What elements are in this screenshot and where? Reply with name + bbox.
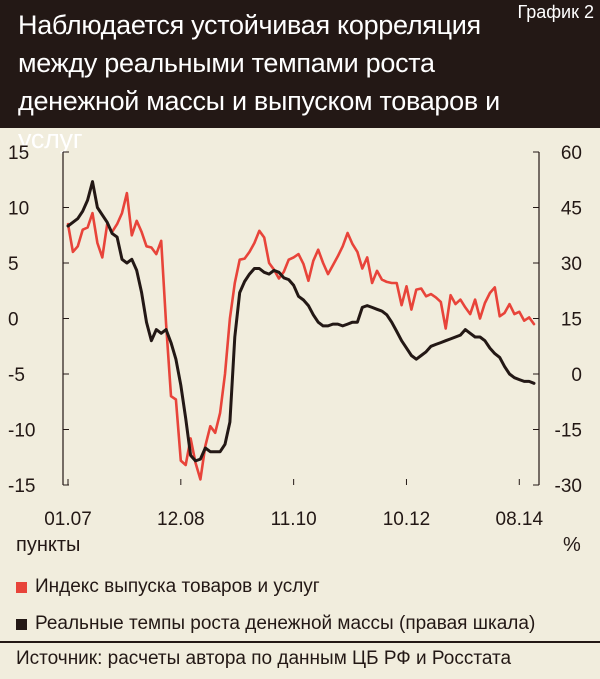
left-tick-label: -10 (8, 421, 35, 442)
legend-label: Реальные темпы роста денежной массы (пра… (35, 613, 536, 634)
source-note: Источник: расчеты автора по данным ЦБ РФ… (16, 648, 512, 669)
right-tick-label: 60 (561, 143, 582, 164)
left-tick-label: 10 (8, 199, 29, 220)
legend-swatch-black (16, 618, 27, 630)
left-tick-label: -15 (8, 476, 35, 497)
source-divider (0, 641, 600, 643)
right-tick-label: -30 (555, 476, 582, 497)
line-chart: 15 10 5 0 -5 -10 -15 60 45 30 15 0 -15 -30 01.07 12.0… (8, 143, 582, 530)
legend-swatch-red (16, 581, 27, 593)
chart-title: Наблюдается устойчивая корреляция между … (18, 10, 500, 154)
chart-header: Наблюдается устойчивая корреляция между … (0, 0, 600, 154)
left-axis-unit: пункты (16, 534, 81, 556)
legend-label: Индекс выпуска товаров и услуг (35, 576, 320, 597)
legend-item-money-growth: Реальные темпы роста денежной массы (пра… (16, 613, 535, 635)
left-tick-label: 0 (8, 310, 19, 331)
series-line-money-growth (66, 180, 536, 463)
chart-number-label: График 2 (517, 2, 594, 22)
left-tick-label: 5 (8, 254, 19, 275)
right-tick-label: 30 (561, 254, 582, 275)
left-axis-ticks: 15 10 5 0 -5 -10 -15 (8, 143, 69, 497)
legend-item-output-index: Индекс выпуска товаров и услуг (16, 576, 320, 598)
series-line-output-index (66, 191, 536, 481)
series-layer (66, 180, 536, 481)
right-axis-unit: % (563, 534, 581, 556)
x-tick-label: 01.07 (44, 509, 92, 530)
right-tick-label: 45 (561, 199, 582, 220)
right-axis-ticks: 60 45 30 15 0 -15 -30 (533, 143, 582, 497)
plot-frame (62, 152, 540, 485)
x-axis-ticks: 01.07 12.08 11.10 10.12 08.14 (44, 479, 543, 530)
x-tick-label: 11.10 (271, 509, 317, 530)
right-tick-label: 15 (561, 310, 582, 331)
right-tick-label: 0 (571, 365, 582, 386)
right-tick-label: -15 (555, 421, 582, 442)
x-tick-label: 08.14 (496, 509, 544, 530)
x-tick-label: 10.12 (383, 509, 431, 530)
left-tick-label: -5 (8, 365, 25, 386)
x-tick-label: 12.08 (157, 509, 205, 530)
left-tick-label: 15 (8, 143, 29, 164)
